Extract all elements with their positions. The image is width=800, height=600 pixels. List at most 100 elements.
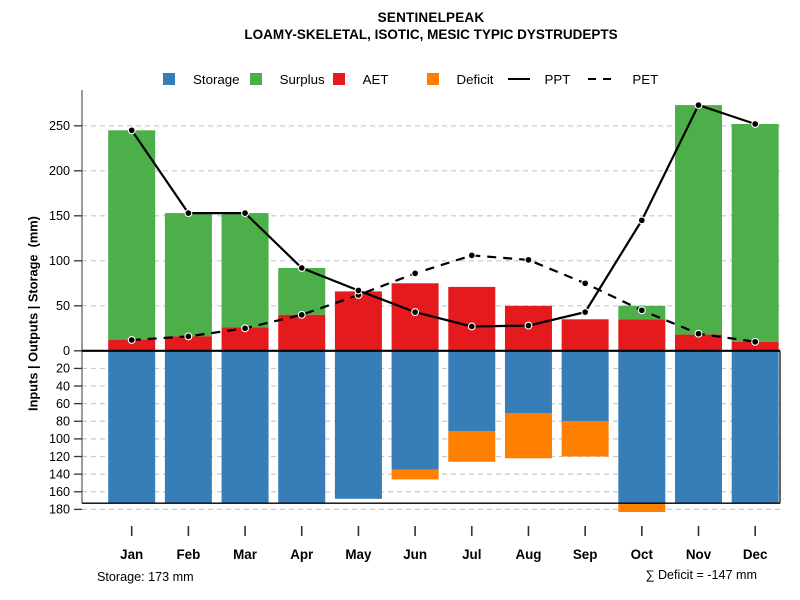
ppt-marker-Mar — [241, 209, 250, 218]
y-tick-label: 60 — [56, 397, 70, 411]
y-tick-label: 100 — [49, 432, 70, 446]
x-tick-label-Jan: Jan — [120, 547, 143, 562]
axes — [81, 90, 781, 504]
legend-label: Storage — [193, 71, 240, 87]
pet-marker-Mar — [241, 324, 250, 333]
storage-bar-Sep — [561, 350, 609, 422]
deficit-swatch-icon — [426, 73, 439, 85]
legend-item-surplus: Surplus — [249, 71, 325, 87]
storage-bar-May — [334, 350, 382, 499]
aet-bar-Apr — [278, 314, 326, 351]
pet-marker-Dec — [751, 337, 760, 346]
ppt-marker-Nov — [694, 101, 703, 110]
surplus-swatch-icon — [249, 73, 262, 85]
legend-item-aet: AET — [332, 71, 389, 87]
x-axis: Jan Feb Mar Apr May Jun Jul Aug Sep Oct Nov Dec — [120, 526, 768, 562]
storage-bar-Oct — [618, 350, 666, 504]
surplus-bar-Nov — [675, 105, 722, 335]
aet-bar-Mar — [221, 327, 269, 351]
deficit-bar-Jul — [448, 430, 496, 462]
storage-annotation: Storage: 173 mm — [97, 570, 194, 584]
ppt-marker-May — [354, 286, 363, 295]
legend: Storage Surplus AET Deficit PPT PET — [163, 69, 658, 89]
ppt-marker-Apr — [297, 264, 306, 272]
y-tick-label: 200 — [49, 164, 70, 178]
storage-bar-Aug — [504, 350, 552, 414]
legend-label: Surplus — [279, 71, 325, 87]
deficit-sum-annotation: ∑ Deficit = -147 mm — [645, 568, 757, 582]
y-tick-label: 50 — [56, 299, 70, 313]
x-tick-label-Sep: Sep — [573, 547, 598, 562]
storage-bar-Jun — [391, 350, 439, 470]
storage-bar-Apr — [278, 350, 326, 504]
storage-swatch-icon — [163, 73, 175, 85]
surplus-bar-Feb — [164, 213, 212, 337]
x-tick-label-Jun: Jun — [403, 547, 427, 562]
ppt-marker-Sep — [581, 308, 590, 317]
dashed-line-icon — [588, 77, 617, 81]
pet-line — [131, 254, 756, 343]
legend-item-deficit: Deficit — [426, 71, 494, 87]
y-tick-label: 250 — [49, 119, 70, 133]
y-tick-label: 100 — [49, 254, 70, 268]
legend-item-pet: PET — [588, 72, 658, 87]
x-tick-label-Aug: Aug — [515, 547, 541, 562]
x-tick-label-Jul: Jul — [462, 547, 481, 562]
y-tick-label: 0 — [63, 344, 70, 358]
aet-bar-Sep — [561, 319, 609, 351]
storage-bar-Nov — [675, 350, 722, 504]
ppt-marker-Oct — [637, 216, 646, 225]
aet-bar-Jan — [108, 340, 156, 351]
x-tick-label-Dec: Dec — [743, 547, 768, 562]
pet-marker-Nov — [694, 329, 703, 338]
storage-bar-Feb — [164, 350, 212, 504]
ppt-marker-Dec — [751, 120, 760, 128]
aet-bar-Jul — [448, 286, 496, 351]
pet-marker-Jul — [467, 251, 476, 260]
bars — [108, 105, 779, 513]
y-tick-label: 40 — [56, 379, 70, 393]
legend-item-ppt: PPT — [507, 71, 571, 87]
legend-label: PPT — [544, 71, 571, 87]
x-tick-label-May: May — [345, 547, 372, 562]
legend-label: Deficit — [456, 71, 494, 87]
chart-subtitle: LOAMY-SKELETAL, ISOTIC, MESIC TYPIC DYST… — [244, 27, 618, 42]
y-axis-ticks: 0 50 100 150 200 250 20 40 60 80 100 120 140 160 180 — [49, 119, 82, 517]
surplus-bar-Mar — [221, 213, 269, 328]
deficit-bar-Oct — [618, 503, 666, 513]
surplus-bar-Apr — [278, 268, 326, 315]
legend-item-storage: Storage — [163, 72, 240, 87]
y-tick-label: 140 — [49, 467, 70, 481]
ppt-marker-Aug — [524, 321, 533, 330]
storage-bar-Dec — [731, 350, 779, 504]
legend-label: PET — [632, 71, 659, 87]
ppt-marker-Jan — [127, 126, 136, 135]
aet-bar-Oct — [618, 319, 666, 351]
pet-marker-Feb — [184, 332, 193, 341]
y-tick-label: 80 — [56, 415, 70, 429]
pet-marker-Aug — [524, 255, 533, 264]
ppt-marker-Jun — [411, 308, 420, 317]
y-tick-label: 20 — [56, 362, 70, 376]
aet-bar-Nov — [675, 334, 722, 351]
x-tick-label-Oct: Oct — [631, 547, 654, 562]
deficit-bar-Jun — [391, 469, 439, 480]
y-tick-label: 120 — [49, 450, 70, 464]
legend-label: AET — [362, 71, 389, 87]
line-markers — [127, 101, 760, 346]
pet-marker-Jun — [411, 269, 420, 278]
aet-swatch-icon — [332, 73, 345, 85]
x-tick-label-Apr: Apr — [290, 547, 314, 562]
chart-title: SENTINELPEAK — [377, 10, 485, 25]
x-tick-label-Mar: Mar — [233, 547, 258, 562]
storage-bar-Jan — [108, 350, 156, 504]
deficit-bar-Sep — [561, 421, 609, 457]
pet-marker-Sep — [581, 279, 590, 288]
surplus-bar-Dec — [731, 124, 779, 342]
ppt-marker-Feb — [184, 209, 193, 218]
pet-marker-Apr — [297, 310, 306, 319]
surplus-bar-Jan — [108, 130, 156, 340]
y-axis-title: Inputs | Outputs | Storage (mm) — [25, 216, 41, 411]
storage-bar-Mar — [221, 350, 269, 504]
